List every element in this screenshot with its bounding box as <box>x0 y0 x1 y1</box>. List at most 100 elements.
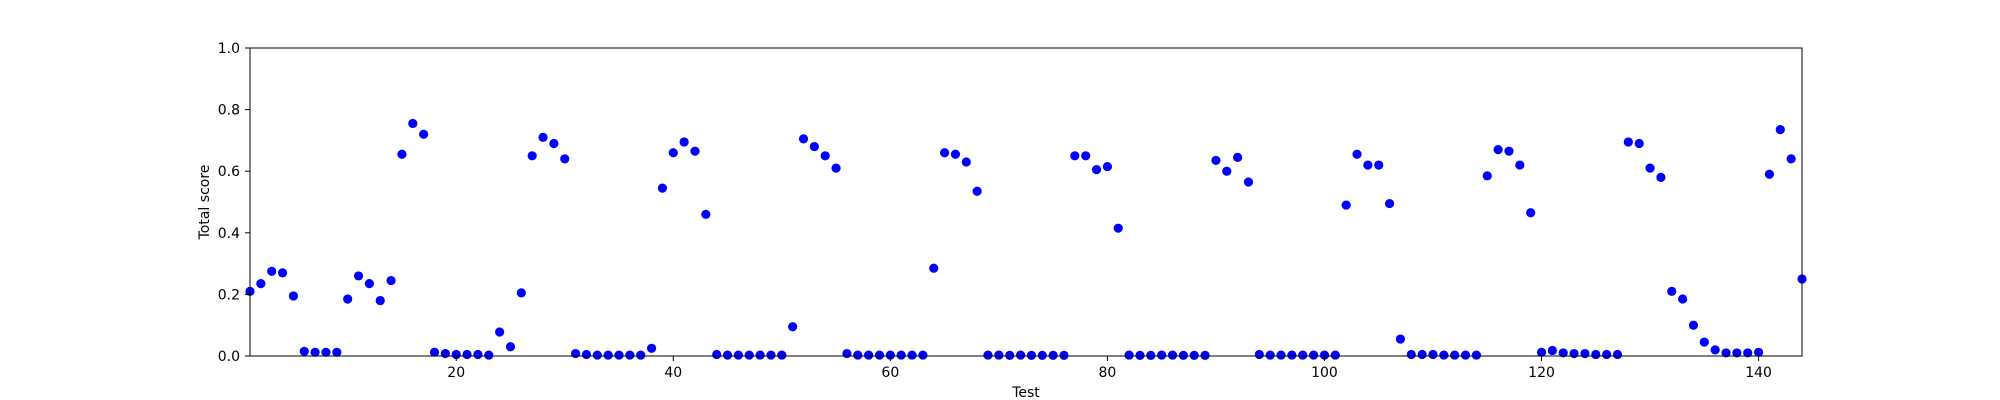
data-point <box>495 327 505 337</box>
y-tick-label: 0.2 <box>218 287 240 303</box>
data-point <box>1656 172 1666 182</box>
data-point <box>1319 350 1330 360</box>
data-point <box>701 209 711 219</box>
data-point <box>277 268 288 278</box>
data-point <box>983 350 993 360</box>
data-point <box>505 342 516 352</box>
data-point <box>1341 200 1351 210</box>
x-tick-label: 40 <box>664 365 682 381</box>
data-point <box>885 350 895 360</box>
data-point <box>1460 350 1471 360</box>
data-point <box>1645 163 1655 173</box>
data-point <box>1102 161 1112 172</box>
data-point <box>1189 350 1199 360</box>
data-point <box>712 349 722 360</box>
data-point <box>256 279 266 289</box>
data-point <box>679 137 689 147</box>
data-point <box>1612 349 1623 360</box>
y-axis-ticks: 0.0 0.2 0.4 0.6 0.8 1.0 <box>218 41 250 365</box>
data-point <box>1786 154 1796 164</box>
data-point <box>940 148 950 158</box>
data-point <box>1037 350 1047 360</box>
data-point <box>1721 348 1731 358</box>
data-point <box>798 134 809 144</box>
data-point <box>755 350 765 360</box>
data-point <box>1070 151 1080 161</box>
data-point <box>1287 350 1297 360</box>
data-point <box>918 350 928 360</box>
data-point <box>1764 169 1775 179</box>
data-point <box>874 350 885 360</box>
data-point <box>1211 155 1221 166</box>
data-point <box>560 154 570 164</box>
data-point <box>1265 350 1275 360</box>
y-tick-label: 0.8 <box>218 103 240 119</box>
data-point <box>1091 165 1102 175</box>
x-tick-label: 100 <box>1311 365 1338 381</box>
data-point <box>1547 345 1557 356</box>
data-point <box>1374 160 1384 170</box>
data-point <box>484 350 494 360</box>
data-point <box>473 349 483 360</box>
data-point <box>1048 350 1058 360</box>
data-point <box>1363 160 1373 170</box>
data-point <box>1135 350 1145 360</box>
data-point <box>733 350 743 360</box>
data-point <box>364 279 374 289</box>
data-point <box>809 141 819 152</box>
x-axis-label: Test <box>1011 385 1040 400</box>
data-point <box>614 350 624 360</box>
data-point <box>419 129 429 139</box>
data-point <box>1428 349 1438 360</box>
y-tick-label: 1.0 <box>218 41 240 57</box>
data-point <box>896 350 906 360</box>
data-point <box>907 350 917 360</box>
data-point <box>1591 349 1601 360</box>
data-point <box>386 275 396 286</box>
data-point <box>1580 348 1590 359</box>
data-point <box>1298 350 1308 360</box>
data-points <box>245 118 1807 360</box>
data-point <box>777 350 787 360</box>
data-point <box>853 350 863 360</box>
data-point <box>408 118 418 129</box>
data-point <box>538 132 548 142</box>
data-point <box>462 349 472 360</box>
data-point <box>636 350 646 360</box>
data-point <box>1005 350 1015 360</box>
x-tick-label: 80 <box>1098 365 1116 381</box>
data-point <box>744 350 754 360</box>
data-point <box>864 350 874 360</box>
data-point <box>1450 350 1460 360</box>
data-point <box>1710 345 1720 355</box>
data-point <box>516 288 526 298</box>
data-point <box>1515 160 1525 170</box>
data-point <box>1276 350 1286 360</box>
data-point <box>842 348 852 359</box>
data-point <box>1146 350 1156 360</box>
data-point <box>1222 166 1232 176</box>
data-point <box>353 271 364 281</box>
data-point <box>1732 348 1742 358</box>
data-point <box>1352 149 1362 159</box>
data-point <box>1602 349 1612 360</box>
data-point <box>1200 350 1210 360</box>
data-point <box>1678 294 1688 304</box>
data-point <box>1406 349 1416 360</box>
data-point <box>1482 171 1492 181</box>
data-point <box>820 151 830 161</box>
data-point <box>1623 137 1633 147</box>
data-point <box>429 347 440 357</box>
data-point <box>321 347 331 357</box>
data-point <box>766 350 776 360</box>
data-point <box>527 151 537 161</box>
data-point <box>1059 350 1069 360</box>
data-point <box>961 157 971 167</box>
x-tick-label: 140 <box>1745 365 1772 381</box>
data-point <box>722 350 733 360</box>
data-point <box>1743 348 1753 358</box>
data-point <box>950 149 961 159</box>
data-point <box>440 348 450 359</box>
data-point <box>375 295 385 306</box>
